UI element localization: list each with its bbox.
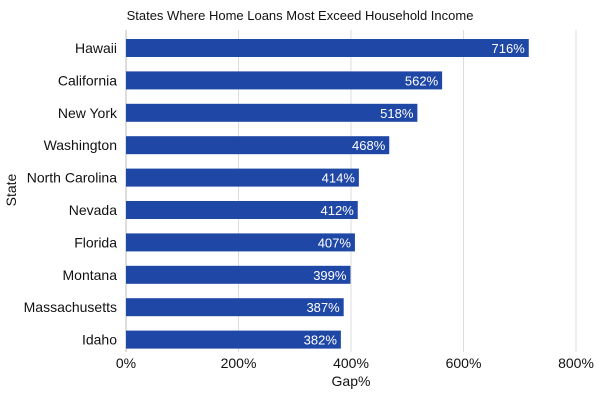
x-tick-label: 400% [333,355,369,371]
bar [126,39,529,57]
x-axis-label: Gap% [332,373,371,389]
data-label: 716% [492,41,526,56]
data-label: 399% [313,268,347,283]
data-label: 562% [405,73,439,88]
x-tick-label: 800% [558,355,594,371]
bar [126,168,359,187]
bar [126,265,351,284]
y-tick-label: Hawaii [75,40,117,56]
y-tick-label: New York [58,105,118,121]
bar [126,298,344,317]
bar [126,233,355,252]
data-label: 414% [322,171,356,186]
bar [126,201,358,219]
x-tick-label: 600% [446,355,482,371]
y-tick-label: California [58,72,117,88]
y-tick-label: Idaho [82,332,117,348]
chart-title: States Where Home Loans Most Exceed Hous… [126,8,474,23]
data-label: 468% [352,138,386,153]
y-tick-label: Nevada [69,202,117,218]
y-tick-label: North Carolina [27,170,117,186]
y-axis-label: State [3,173,19,206]
data-label: 382% [304,333,338,348]
data-label: 407% [318,235,352,250]
x-tick-label: 0% [116,355,136,371]
data-label: 518% [380,106,414,121]
y-tick-label: Washington [44,137,117,153]
y-tick-label: Florida [74,234,117,250]
bar [126,330,341,349]
x-tick-label: 200% [221,355,257,371]
data-label: 387% [306,300,340,315]
bar [126,136,390,155]
bar [126,103,418,122]
bar [126,71,443,90]
data-label: 412% [321,203,355,218]
y-tick-label: Montana [63,267,118,283]
y-tick-label: Massachusetts [24,299,117,315]
